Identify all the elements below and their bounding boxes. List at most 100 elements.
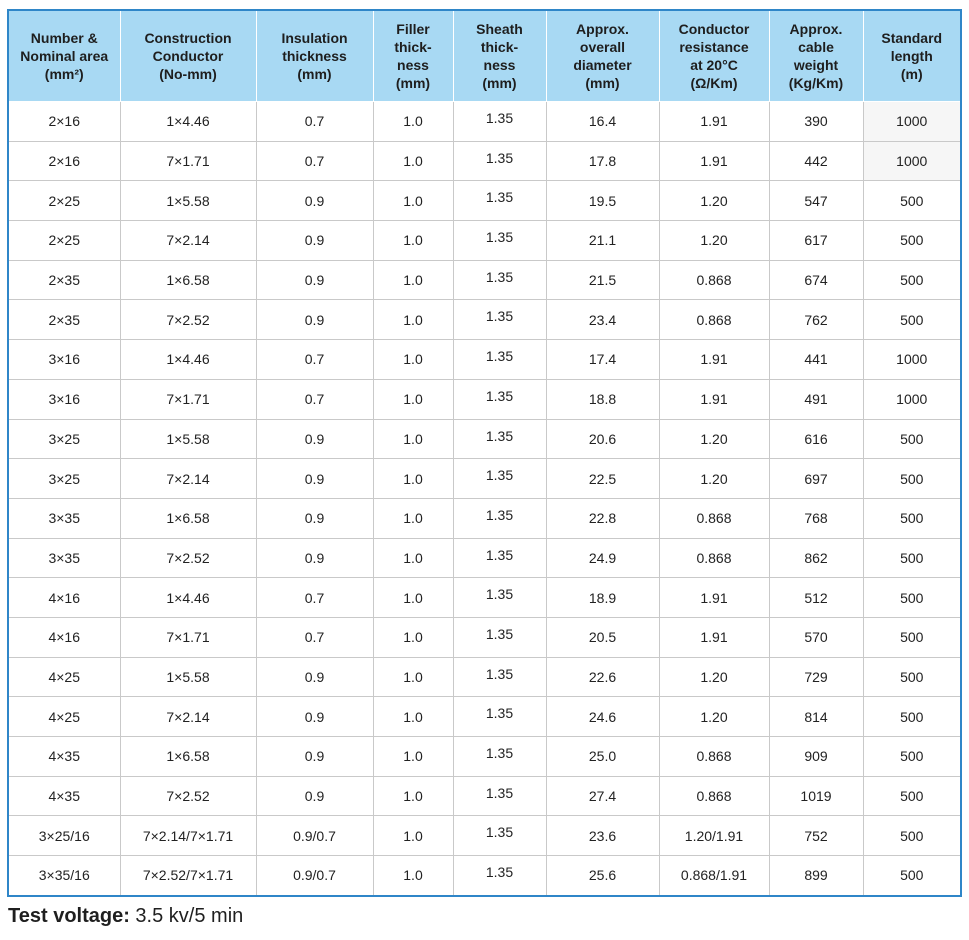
cell-std-length: 500: [862, 855, 962, 897]
table-body: 2×16 1×4.46 0.7 1.0 1.35 16.4 1.91 390 1000 2×16 7…: [7, 101, 962, 897]
cell-weight: 909: [768, 736, 864, 777]
table-row: 3×25 1×5.58 0.9 1.0 1.35 20.6 1.20 616 500: [7, 418, 962, 460]
table-row: 4×35 7×2.52 0.9 1.0 1.35 27.4 0.868 1019 500: [7, 775, 962, 817]
cell-std-length: 500: [862, 418, 962, 460]
cell-insulation: 0.7: [255, 101, 374, 142]
cell-insulation: 0.9: [255, 458, 374, 499]
cell-nominal-area: 2×35: [7, 299, 121, 341]
cell-resistance: 1.91: [658, 101, 770, 142]
cell-weight: 862: [768, 537, 864, 579]
cell-diameter: 18.9: [545, 577, 660, 618]
cell-std-length: 500: [862, 259, 962, 301]
cell-diameter: 16.4: [545, 101, 660, 142]
cell-resistance: 1.20: [658, 180, 770, 222]
cell-sheath: 1.35: [452, 537, 547, 579]
cell-diameter: 21.5: [545, 259, 660, 301]
header-nominal-area: Number & Nominal area (mm²): [7, 9, 121, 102]
table-row: 4×16 7×1.71 0.7 1.0 1.35 20.5 1.91 570 500: [7, 616, 962, 658]
table-row: 4×25 1×5.58 0.9 1.0 1.35 22.6 1.20 729 500: [7, 656, 962, 698]
cell-weight: 616: [768, 418, 864, 460]
cell-sheath: 1.35: [452, 855, 547, 897]
cell-resistance: 1.20: [658, 458, 770, 499]
cell-sheath: 1.35: [452, 339, 547, 380]
cell-weight: 491: [768, 378, 864, 420]
cell-nominal-area: 2×25: [7, 180, 121, 222]
cell-resistance: 1.91: [658, 616, 770, 658]
cell-resistance: 0.868/1.91: [658, 855, 770, 897]
cell-construction: 1×5.58: [119, 656, 257, 698]
cell-sheath: 1.35: [452, 378, 547, 420]
table-row: 3×35/16 7×2.52/7×1.71 0.9/0.7 1.0 1.35 25.6 0.…: [7, 855, 962, 897]
cell-sheath: 1.35: [452, 815, 547, 857]
cell-construction: 7×2.14: [119, 696, 257, 737]
cell-filler: 1.0: [372, 815, 454, 857]
cell-insulation: 0.9: [255, 220, 374, 261]
header-construction: Construction Conductor (No-mm): [119, 9, 257, 102]
test-voltage-value: 3.5 kv/5 min: [129, 905, 244, 927]
table-row: 3×16 7×1.71 0.7 1.0 1.35 18.8 1.91 491 1000: [7, 378, 962, 420]
cell-filler: 1.0: [372, 418, 454, 460]
cell-sheath: 1.35: [452, 140, 547, 182]
cell-weight: 899: [768, 855, 864, 897]
cell-nominal-area: 2×16: [7, 140, 121, 182]
cell-std-length: 1000: [862, 378, 962, 420]
cell-nominal-area: 3×16: [7, 339, 121, 380]
cell-weight: 768: [768, 497, 864, 539]
cell-std-length: 500: [862, 537, 962, 579]
cell-sheath: 1.35: [452, 616, 547, 658]
cell-diameter: 17.4: [545, 339, 660, 380]
cell-insulation: 0.9: [255, 418, 374, 460]
cell-resistance: 1.20: [658, 220, 770, 261]
cell-sheath: 1.35: [452, 497, 547, 539]
cell-nominal-area: 2×35: [7, 259, 121, 301]
cell-sheath: 1.35: [452, 696, 547, 737]
cell-weight: 814: [768, 696, 864, 737]
cell-std-length: 1000: [862, 140, 962, 182]
test-voltage-label: Test voltage:: [8, 905, 130, 927]
cell-resistance: 1.20: [658, 418, 770, 460]
cell-sheath: 1.35: [452, 775, 547, 817]
cell-nominal-area: 4×35: [7, 775, 121, 817]
cell-resistance: 1.91: [658, 378, 770, 420]
cell-resistance: 1.20: [658, 656, 770, 698]
cell-construction: 1×6.58: [119, 497, 257, 539]
table-row: 3×35 7×2.52 0.9 1.0 1.35 24.9 0.868 862 500: [7, 537, 962, 579]
cell-filler: 1.0: [372, 577, 454, 618]
table-row: 2×16 7×1.71 0.7 1.0 1.35 17.8 1.91 442 1000: [7, 140, 962, 182]
cell-weight: 442: [768, 140, 864, 182]
table-row: 4×35 1×6.58 0.9 1.0 1.35 25.0 0.868 909 500: [7, 736, 962, 777]
cell-nominal-area: 2×25: [7, 220, 121, 261]
table-row: 3×16 1×4.46 0.7 1.0 1.35 17.4 1.91 441 1000: [7, 339, 962, 380]
cell-resistance: 0.868: [658, 775, 770, 817]
cell-weight: 752: [768, 815, 864, 857]
cell-resistance: 0.868: [658, 497, 770, 539]
cell-nominal-area: 4×25: [7, 656, 121, 698]
header-resistance: Conductor resistance at 20°C (Ω/Km): [658, 9, 770, 102]
cell-weight: 390: [768, 101, 864, 142]
cell-filler: 1.0: [372, 220, 454, 261]
cell-insulation: 0.9: [255, 736, 374, 777]
cell-std-length: 1000: [862, 339, 962, 380]
cell-std-length: 500: [862, 577, 962, 618]
cell-insulation: 0.9: [255, 537, 374, 579]
cell-sheath: 1.35: [452, 458, 547, 499]
table-header-row: Number & Nominal area (mm²) Construction…: [7, 9, 962, 102]
cell-insulation: 0.9/0.7: [255, 855, 374, 897]
cell-filler: 1.0: [372, 616, 454, 658]
cell-diameter: 23.6: [545, 815, 660, 857]
cell-sheath: 1.35: [452, 220, 547, 261]
cell-nominal-area: 4×35: [7, 736, 121, 777]
cell-nominal-area: 2×16: [7, 101, 121, 142]
cell-insulation: 0.9: [255, 775, 374, 817]
table-row: 3×25 7×2.14 0.9 1.0 1.35 22.5 1.20 697 500: [7, 458, 962, 499]
cell-std-length: 500: [862, 299, 962, 341]
cell-std-length: 500: [862, 497, 962, 539]
header-filler: Filler thick- ness (mm): [372, 9, 454, 102]
cell-filler: 1.0: [372, 140, 454, 182]
cell-nominal-area: 3×25: [7, 418, 121, 460]
cell-diameter: 27.4: [545, 775, 660, 817]
cell-insulation: 0.7: [255, 577, 374, 618]
cell-sheath: 1.35: [452, 656, 547, 698]
cell-weight: 697: [768, 458, 864, 499]
cell-construction: 7×2.52: [119, 775, 257, 817]
